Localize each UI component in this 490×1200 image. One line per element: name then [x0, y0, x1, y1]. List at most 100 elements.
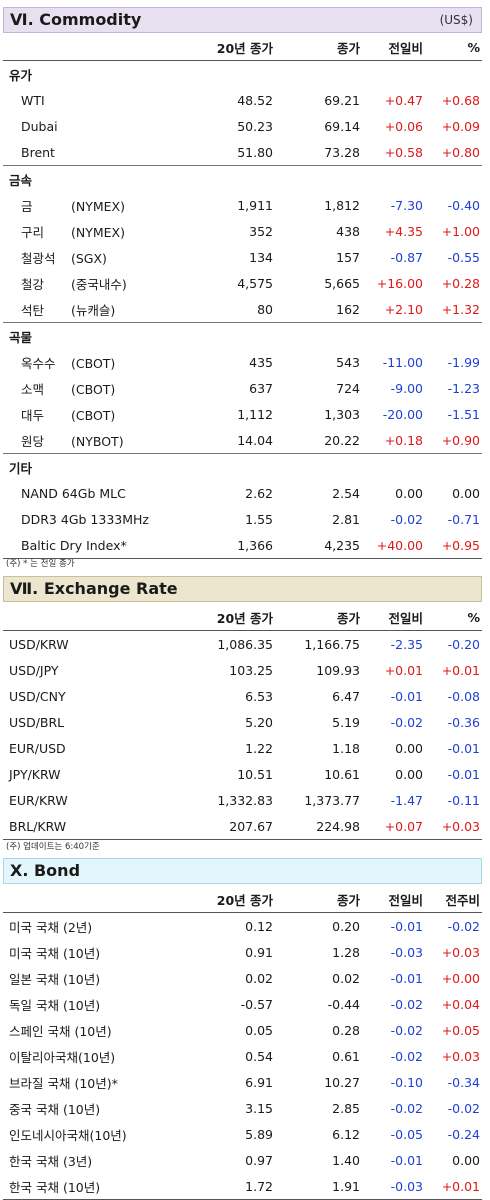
bond-c20: 3.15: [245, 1100, 273, 1116]
commodity-close: 69.14: [324, 118, 360, 134]
commodity-header-chg: 전일비: [362, 34, 425, 61]
exchange-pct: -0.36: [447, 714, 480, 730]
commodity-chg: +0.06: [384, 118, 423, 134]
table-row: 옥수수 (CBOT) 435 543 -11.00 -1.99: [3, 349, 482, 375]
commodity-pct: -0.40: [447, 197, 480, 213]
commodity-pct: -0.71: [447, 511, 480, 527]
commodity-pct: +0.68: [441, 92, 480, 108]
commodity-c20: 80: [257, 301, 273, 317]
exchange-pct: +0.03: [425, 813, 482, 840]
commodity-header-close: 종가: [275, 34, 362, 61]
table-row: 철강 (중국내수) 4,575 5,665 +16.00 +0.28: [3, 270, 482, 296]
commodity-c20: 637: [249, 380, 273, 396]
table-row: USD/JPY 103.25 109.93 +0.01 +0.01: [3, 657, 482, 683]
bond-chg: -0.01: [390, 918, 423, 934]
bond-table: 20년 종가 종가 전일비 전주비 미국 국채 (2년) 0.12 0.20 -0.0…: [3, 886, 482, 1200]
bond-chg: -0.02: [390, 1100, 423, 1116]
commodity-exchange: (중국내수): [71, 276, 127, 292]
commodity-exchange: (NYMEX): [71, 198, 125, 214]
exchange-table: 20년 종가 종가 전일비 % USD/KRW 1,086.35 1,166.75 -…: [3, 604, 482, 840]
commodity-header-pct: %: [425, 34, 482, 61]
commodity-pct: +0.28: [441, 275, 480, 291]
commodity-group-row: 금속: [3, 165, 482, 192]
bond-c20: 0.02: [245, 970, 273, 986]
commodity-name: Baltic Dry Index*: [21, 537, 127, 553]
exchange-chg: -1.47: [390, 792, 423, 808]
exchange-pct: -0.11: [447, 792, 480, 808]
commodity-name-cell: 소맥 (CBOT): [3, 375, 188, 401]
commodity-name: 금: [21, 198, 33, 214]
bond-wk: +0.05: [441, 1022, 480, 1038]
exchange-close: 6.47: [332, 688, 360, 704]
bond-c20: 5.89: [245, 1126, 273, 1142]
commodity-chg: +0.58: [384, 144, 423, 160]
table-row: 스페인 국채 (10년) 0.05 0.28 -0.02 +0.05: [3, 1017, 482, 1043]
exchange-header-row: 20년 종가 종가 전일비 %: [3, 604, 482, 631]
table-row: USD/KRW 1,086.35 1,166.75 -2.35 -0.20: [3, 631, 482, 658]
table-row: 대두 (CBOT) 1,112 1,303 -20.00 -1.51: [3, 401, 482, 427]
bond-name: 독일 국채 (10년): [9, 997, 101, 1013]
commodity-name-cell: NAND 64Gb MLC: [3, 480, 188, 506]
commodity-chg: -9.00: [390, 380, 423, 396]
commodity-exchange: (SGX): [71, 250, 107, 266]
exchange-close: 109.93: [316, 662, 360, 678]
section-title-bond: Ⅹ. Bond: [3, 858, 482, 884]
commodity-group-label: 곡물: [3, 322, 482, 349]
commodity-name: Brent: [21, 144, 55, 160]
exchange-close: 224.98: [275, 813, 362, 840]
bond-chg: -0.02: [390, 996, 423, 1012]
commodity-exchange: (CBOT): [71, 407, 116, 423]
bond-wk: +0.01: [425, 1173, 482, 1200]
bond-c20: 0.54: [245, 1048, 273, 1064]
exchange-pct: -0.20: [447, 636, 480, 652]
commodity-exchange: (NYMEX): [71, 224, 125, 240]
commodity-chg: +16.00: [376, 275, 423, 291]
exchange-close: 1.18: [332, 740, 360, 756]
exchange-chg: +0.07: [362, 813, 425, 840]
exchange-close: 1,166.75: [304, 636, 360, 652]
exchange-pair: USD/KRW: [9, 636, 69, 652]
bond-name: 중국 국채 (10년): [9, 1101, 101, 1117]
table-row: 원당 (NYBOT) 14.04 20.22 +0.18 +0.90: [3, 427, 482, 454]
exchange-pair: JPY/KRW: [9, 766, 61, 782]
bond-chg: -0.10: [390, 1074, 423, 1090]
bond-name: 한국 국채 (10년): [3, 1173, 188, 1200]
exchange-pair: USD/JPY: [9, 662, 59, 678]
commodity-close: 2.54: [332, 485, 360, 501]
commodity-name-cell: 옥수수 (CBOT): [3, 349, 188, 375]
table-row: 이탈리아국채(10년) 0.54 0.61 -0.02 +0.03: [3, 1043, 482, 1069]
table-row: 일본 국채 (10년) 0.02 0.02 -0.01 +0.00: [3, 965, 482, 991]
table-row: NAND 64Gb MLC 2.62 2.54 0.00 0.00: [3, 480, 482, 506]
commodity-close: 73.28: [324, 144, 360, 160]
commodity-pct: -1.23: [447, 380, 480, 396]
commodity-close: 438: [336, 223, 360, 239]
commodity-c20: 48.52: [237, 92, 273, 108]
commodity-name: 대두: [21, 407, 45, 423]
bond-c20: -0.57: [240, 996, 273, 1012]
bond-close: 0.28: [332, 1022, 360, 1038]
bond-name: 미국 국채 (10년): [9, 945, 101, 961]
commodity-chg: -0.02: [390, 511, 423, 527]
exchange-chg: +0.01: [384, 662, 423, 678]
commodity-name: 구리: [21, 224, 45, 240]
table-row: WTI 48.52 69.21 +0.47 +0.68: [3, 87, 482, 113]
table-row: Dubai 50.23 69.14 +0.06 +0.09: [3, 113, 482, 139]
commodity-name: 철강: [21, 276, 45, 292]
bond-wk: -0.34: [447, 1074, 480, 1090]
table-row: BRL/KRW 207.67 224.98 +0.07 +0.03: [3, 813, 482, 840]
commodity-pct: +0.95: [425, 532, 482, 559]
commodity-pct: 0.00: [452, 485, 480, 501]
commodity-name-cell: Dubai: [3, 113, 188, 139]
commodity-name-cell: 금 (NYMEX): [3, 192, 188, 218]
commodity-name-cell: DDR3 4Gb 1333MHz: [3, 506, 188, 532]
commodity-chg: -20.00: [382, 406, 423, 422]
commodity-name: 소맥: [21, 381, 45, 397]
exchange-pair: USD/BRL: [9, 714, 65, 730]
exchange-header-chg: 전일비: [362, 604, 425, 631]
table-row: 브라질 국채 (10년)* 6.91 10.27 -0.10 -0.34: [3, 1069, 482, 1095]
commodity-exchange: (뉴캐슬): [71, 302, 116, 318]
commodity-close: 20.22: [324, 432, 360, 448]
table-row: 한국 국채 (10년) 1.72 1.91 -0.03 +0.01: [3, 1173, 482, 1200]
bond-wk: +0.03: [441, 1048, 480, 1064]
